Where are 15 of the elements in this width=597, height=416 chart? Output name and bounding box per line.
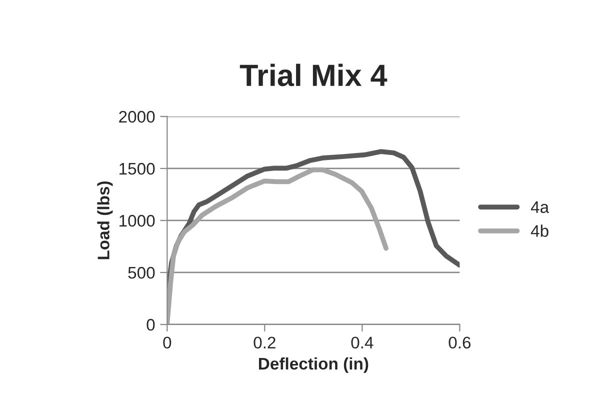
y-tick-label: 2000 [119,110,155,123]
x-tick-label: 0.2 [254,336,276,349]
legend-label: 4b [530,224,548,237]
y-axis-title: Load (lbs) [97,181,113,260]
x-tick-label: 0.6 [448,336,471,349]
legend-label: 4a [530,201,550,214]
x-axis-title: Deflection (in) [258,357,368,373]
y-tick-label: 1500 [120,162,155,175]
y-tick-label: 500 [128,266,155,279]
x-tick-label: 0.4 [351,336,374,349]
y-tick-label: 1000 [120,214,155,227]
line-series [167,167,388,324]
y-tick-label: 0 [146,318,155,331]
x-tick-label: 0 [163,336,172,349]
chart-title: Trial Mix 4 [240,64,388,86]
